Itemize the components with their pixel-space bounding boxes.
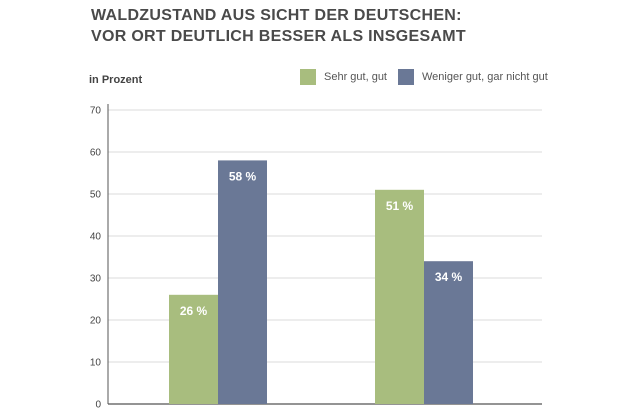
y-tick-label: 0 xyxy=(95,400,101,411)
data-label-series-2-group-1: 58 % xyxy=(229,169,257,183)
bar-series-1-group-1 xyxy=(169,294,218,404)
bar-series-1-group-2 xyxy=(375,189,424,404)
data-label-series-2-group-2: 34 % xyxy=(435,270,463,284)
chart-title-line-1: WALDZUSTAND AUS SICHT DER DEUTSCHEN: xyxy=(91,7,462,24)
y-tick-label: 50 xyxy=(90,190,102,201)
y-tick-label: 60 xyxy=(90,148,102,159)
legend: Sehr gut, gut Weniger gut, gar nicht gut xyxy=(0,69,630,89)
legend-item-series-1: Sehr gut, gut xyxy=(300,69,387,85)
bar-series-2-group-1 xyxy=(218,160,267,404)
bar-series-2-group-2 xyxy=(424,261,473,404)
y-tick-label: 10 xyxy=(90,358,102,369)
y-tick-label: 30 xyxy=(90,274,102,285)
y-tick-label: 40 xyxy=(90,232,102,243)
data-label-series-1-group-2: 51 % xyxy=(386,199,414,213)
legend-item-series-2: Weniger gut, gar nicht gut xyxy=(398,69,548,85)
legend-label-series-1: Sehr gut, gut xyxy=(324,71,387,83)
legend-label-series-2: Weniger gut, gar nicht gut xyxy=(422,71,548,83)
y-tick-label: 70 xyxy=(90,106,102,117)
legend-swatch-series-1 xyxy=(300,69,316,85)
y-axis-label: in Prozent xyxy=(89,74,143,86)
chart-title-line-2: VOR ORT DEUTLICH BESSER ALS INSGESAMT xyxy=(91,28,466,45)
y-tick-label: 20 xyxy=(90,316,102,327)
chart-title: WALDZUSTAND AUS SICHT DER DEUTSCHEN: VOR… xyxy=(91,5,466,47)
legend-swatch-series-2 xyxy=(398,69,414,85)
data-label-series-1-group-1: 26 % xyxy=(180,304,208,318)
